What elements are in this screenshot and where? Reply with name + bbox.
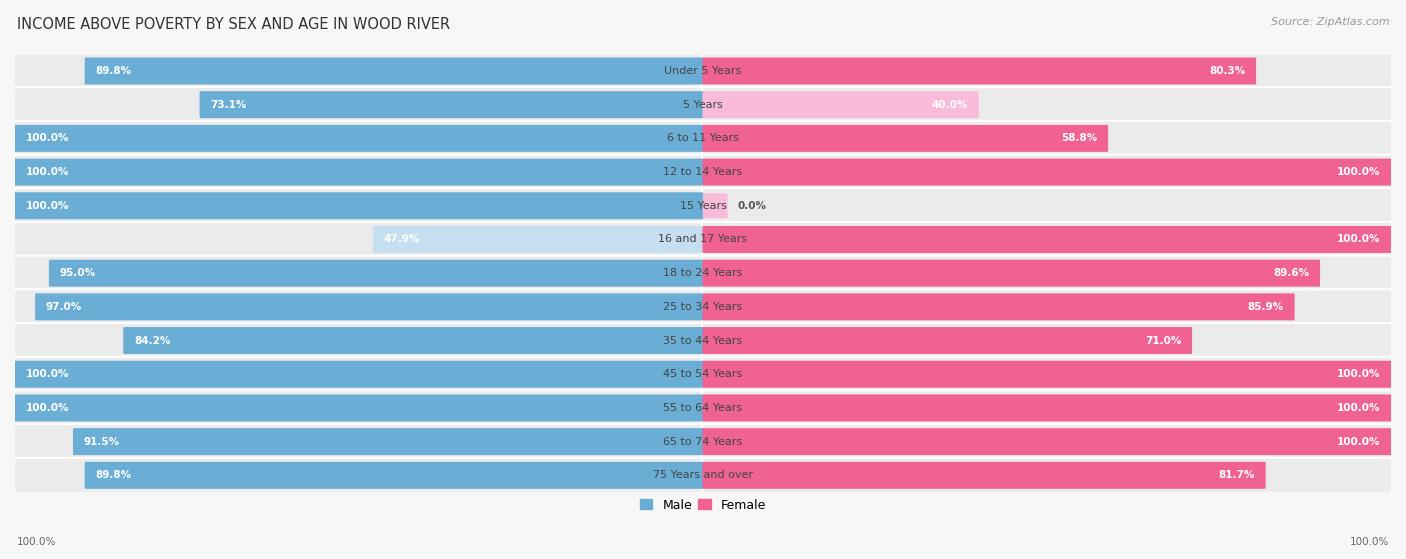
FancyBboxPatch shape [14, 390, 704, 425]
FancyBboxPatch shape [702, 222, 1392, 257]
Text: INCOME ABOVE POVERTY BY SEX AND AGE IN WOOD RIVER: INCOME ABOVE POVERTY BY SEX AND AGE IN W… [17, 17, 450, 32]
FancyBboxPatch shape [14, 290, 704, 324]
FancyBboxPatch shape [702, 390, 1392, 425]
FancyBboxPatch shape [14, 87, 704, 122]
FancyBboxPatch shape [14, 361, 703, 388]
FancyBboxPatch shape [373, 226, 703, 253]
FancyBboxPatch shape [14, 54, 704, 88]
FancyBboxPatch shape [703, 428, 1392, 455]
Text: 100.0%: 100.0% [1350, 537, 1389, 547]
FancyBboxPatch shape [702, 121, 1392, 156]
FancyBboxPatch shape [702, 154, 1392, 190]
Text: 89.8%: 89.8% [96, 470, 132, 480]
FancyBboxPatch shape [702, 290, 1392, 324]
Text: 18 to 24 Years: 18 to 24 Years [664, 268, 742, 278]
FancyBboxPatch shape [703, 193, 727, 218]
FancyBboxPatch shape [702, 87, 1392, 122]
Text: 45 to 54 Years: 45 to 54 Years [664, 369, 742, 379]
Text: 25 to 34 Years: 25 to 34 Years [664, 302, 742, 312]
FancyBboxPatch shape [14, 154, 704, 190]
FancyBboxPatch shape [14, 255, 704, 291]
Text: 95.0%: 95.0% [59, 268, 96, 278]
FancyBboxPatch shape [703, 462, 1265, 489]
FancyBboxPatch shape [702, 54, 1392, 88]
Text: 100.0%: 100.0% [17, 537, 56, 547]
Legend: Male, Female: Male, Female [636, 494, 770, 517]
FancyBboxPatch shape [703, 226, 1392, 253]
Text: 100.0%: 100.0% [1337, 437, 1381, 447]
Text: 12 to 14 Years: 12 to 14 Years [664, 167, 742, 177]
FancyBboxPatch shape [702, 255, 1392, 291]
Text: 100.0%: 100.0% [1337, 167, 1381, 177]
Text: Under 5 Years: Under 5 Years [665, 66, 741, 76]
Text: 80.3%: 80.3% [1209, 66, 1246, 76]
Text: 100.0%: 100.0% [25, 134, 69, 143]
Text: 91.5%: 91.5% [84, 437, 120, 447]
Text: 100.0%: 100.0% [25, 201, 69, 211]
Text: 100.0%: 100.0% [25, 167, 69, 177]
FancyBboxPatch shape [702, 424, 1392, 459]
Text: 100.0%: 100.0% [1337, 234, 1381, 244]
FancyBboxPatch shape [703, 125, 1108, 152]
FancyBboxPatch shape [702, 458, 1392, 493]
FancyBboxPatch shape [14, 125, 703, 152]
FancyBboxPatch shape [49, 260, 703, 287]
FancyBboxPatch shape [703, 58, 1256, 84]
FancyBboxPatch shape [84, 58, 703, 84]
FancyBboxPatch shape [14, 188, 704, 223]
FancyBboxPatch shape [14, 192, 703, 219]
FancyBboxPatch shape [702, 188, 1392, 223]
FancyBboxPatch shape [14, 159, 703, 186]
FancyBboxPatch shape [703, 327, 1192, 354]
Text: 65 to 74 Years: 65 to 74 Years [664, 437, 742, 447]
FancyBboxPatch shape [35, 293, 703, 320]
Text: 100.0%: 100.0% [25, 369, 69, 379]
FancyBboxPatch shape [14, 357, 704, 392]
FancyBboxPatch shape [703, 361, 1392, 388]
FancyBboxPatch shape [703, 260, 1320, 287]
Text: 15 Years: 15 Years [679, 201, 727, 211]
FancyBboxPatch shape [703, 395, 1392, 421]
FancyBboxPatch shape [14, 222, 704, 257]
Text: 6 to 11 Years: 6 to 11 Years [666, 134, 740, 143]
FancyBboxPatch shape [14, 395, 703, 421]
FancyBboxPatch shape [703, 293, 1295, 320]
FancyBboxPatch shape [702, 323, 1392, 358]
Text: 85.9%: 85.9% [1247, 302, 1284, 312]
FancyBboxPatch shape [14, 323, 704, 358]
FancyBboxPatch shape [703, 91, 979, 118]
Text: 81.7%: 81.7% [1219, 470, 1254, 480]
FancyBboxPatch shape [84, 462, 703, 489]
Text: 89.6%: 89.6% [1272, 268, 1309, 278]
FancyBboxPatch shape [14, 458, 704, 493]
Text: 89.8%: 89.8% [96, 66, 132, 76]
Text: 58.8%: 58.8% [1062, 134, 1097, 143]
Text: 100.0%: 100.0% [1337, 369, 1381, 379]
Text: 5 Years: 5 Years [683, 100, 723, 110]
Text: Source: ZipAtlas.com: Source: ZipAtlas.com [1271, 17, 1389, 27]
Text: 16 and 17 Years: 16 and 17 Years [658, 234, 748, 244]
Text: 100.0%: 100.0% [1337, 403, 1381, 413]
FancyBboxPatch shape [124, 327, 703, 354]
Text: 71.0%: 71.0% [1144, 335, 1181, 345]
FancyBboxPatch shape [702, 357, 1392, 392]
Text: 97.0%: 97.0% [46, 302, 82, 312]
Text: 84.2%: 84.2% [134, 335, 170, 345]
Text: 35 to 44 Years: 35 to 44 Years [664, 335, 742, 345]
Text: 40.0%: 40.0% [932, 100, 967, 110]
Text: 0.0%: 0.0% [737, 201, 766, 211]
FancyBboxPatch shape [14, 424, 704, 459]
Text: 47.9%: 47.9% [384, 234, 420, 244]
FancyBboxPatch shape [73, 428, 703, 455]
Text: 73.1%: 73.1% [211, 100, 247, 110]
Text: 55 to 64 Years: 55 to 64 Years [664, 403, 742, 413]
FancyBboxPatch shape [703, 159, 1392, 186]
Text: 75 Years and over: 75 Years and over [652, 470, 754, 480]
FancyBboxPatch shape [200, 91, 703, 118]
FancyBboxPatch shape [14, 121, 704, 156]
Text: 100.0%: 100.0% [25, 403, 69, 413]
